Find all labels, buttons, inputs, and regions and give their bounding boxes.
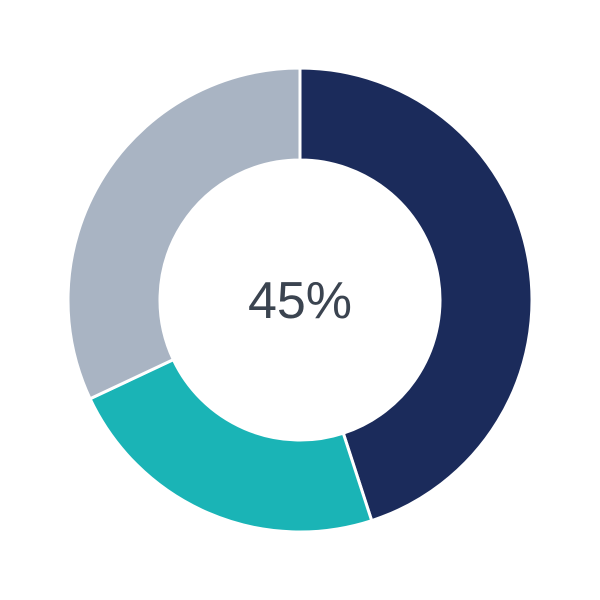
slice-0 [298,66,534,523]
center-label: 45% [248,272,352,330]
slice-2 [66,66,302,401]
slice-1 [88,357,374,534]
slices-group [66,66,534,534]
